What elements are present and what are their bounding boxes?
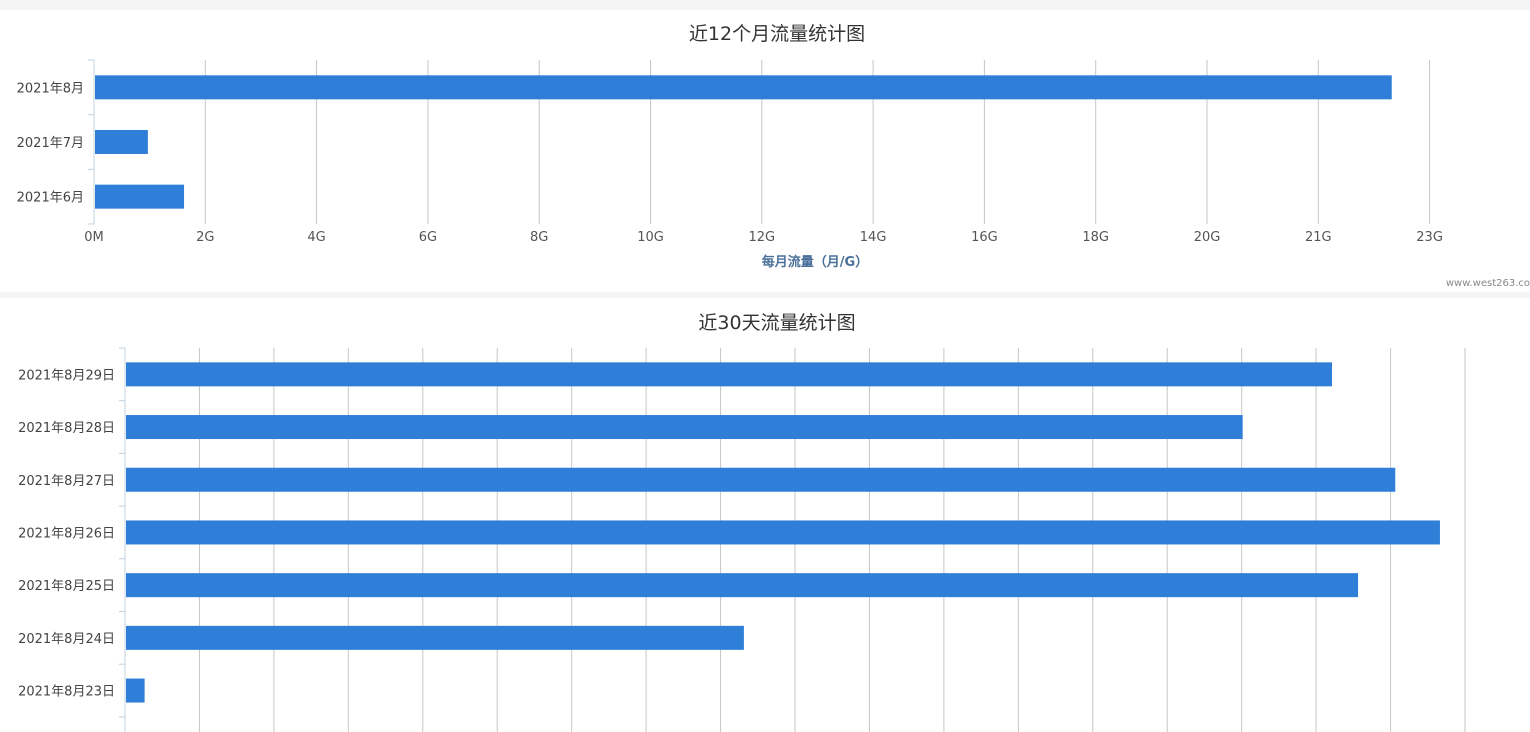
daily-category-label: 2021年8月27日	[18, 474, 115, 489]
monthly-x-tick-label: 6G	[419, 230, 437, 245]
monthly-traffic-panel: 近12个月流量统计图 2021年8月 2021年7月 2021年6月 0M 2G 4G 6…	[0, 10, 1530, 292]
monthly-x-tick-label: 14G	[860, 230, 887, 245]
monthly-bars	[95, 75, 1392, 209]
daily-bar	[126, 520, 1440, 545]
daily-category-label: 2021年8月28日	[18, 421, 115, 436]
monthly-x-tick-label: 21G	[1305, 230, 1332, 245]
daily-category-label: 2021年8月23日	[18, 685, 115, 700]
daily-bar	[126, 678, 145, 703]
daily-category-label: 2021年8月24日	[18, 632, 115, 647]
daily-chart-title: 近30天流量统计图	[698, 312, 855, 334]
monthly-x-tick-label: 20G	[1194, 230, 1221, 245]
daily-category-label: 2021年8月26日	[18, 526, 115, 541]
daily-bar	[126, 415, 1243, 440]
monthly-x-tick-label: 12G	[748, 230, 775, 245]
monthly-traffic-chart: 近12个月流量统计图 2021年8月 2021年7月 2021年6月 0M 2G 4G 6…	[17, 23, 1530, 289]
monthly-bar	[95, 130, 148, 154]
daily-category-labels: 2021年8月29日 2021年8月28日 2021年8月27日 2021年8月26日…	[18, 347, 125, 718]
daily-traffic-chart: 近30天流量统计图 2021年8月29日 2021年8月28日 2021年8月27日…	[18, 312, 1466, 732]
daily-bar	[126, 573, 1359, 598]
monthly-chart-title: 近12个月流量统计图	[689, 23, 865, 45]
monthly-x-tick-label: 23G	[1416, 230, 1443, 245]
daily-category-label: 2021年8月25日	[18, 579, 115, 594]
monthly-bar	[95, 75, 1392, 100]
daily-bar	[126, 625, 744, 650]
daily-bars	[126, 362, 1440, 703]
chart-credit-link[interactable]: www.west263.co	[1446, 278, 1530, 289]
monthly-category-label: 2021年8月	[17, 81, 84, 96]
daily-category-label: 2021年8月29日	[18, 368, 115, 383]
monthly-tick-labels: 0M2G4G6G8G10G12G14G16G18G20G21G23G2	[84, 230, 1443, 245]
monthly-x-tick-label: 16G	[971, 230, 998, 245]
monthly-x-axis-title: 每月流量（月/G）	[762, 254, 868, 270]
daily-bar	[126, 467, 1396, 492]
monthly-x-tick-label: 4G	[307, 230, 325, 245]
monthly-x-tick-label: 10G	[637, 230, 664, 245]
monthly-x-tick-label: 8G	[530, 230, 548, 245]
monthly-x-tick-label: 18G	[1082, 230, 1109, 245]
daily-bar	[126, 362, 1332, 387]
monthly-x-tick-label: 0M	[84, 230, 104, 245]
monthly-bar	[95, 184, 185, 209]
monthly-category-label: 2021年6月	[17, 191, 84, 206]
monthly-category-label: 2021年7月	[17, 136, 84, 151]
monthly-category-labels: 2021年8月 2021年7月 2021年6月	[17, 59, 94, 225]
monthly-x-tick-label: 2G	[196, 230, 214, 245]
daily-traffic-panel: 近30天流量统计图 2021年8月29日 2021年8月28日 2021年8月27日…	[0, 298, 1530, 732]
